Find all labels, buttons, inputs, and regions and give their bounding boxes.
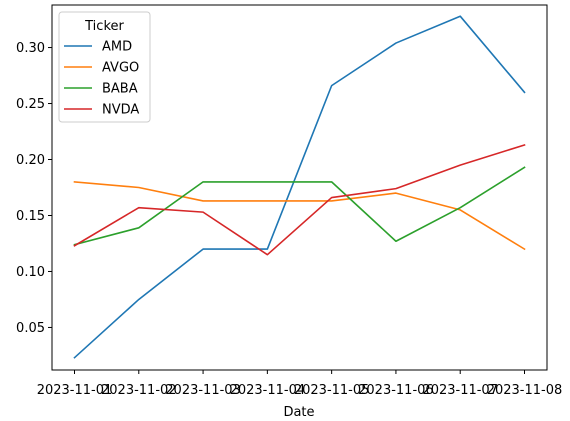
y-tick-label: 0.30 [16,41,45,56]
y-tick-label: 0.15 [16,209,45,224]
y-axis: 0.05 0.10 0.15 0.20 0.25 0.30 [16,41,52,336]
y-tick-label: 0.25 [16,97,45,112]
x-tick-label: 2023-11-06 [358,383,434,398]
x-axis-label: Date [283,405,314,420]
series-layer [73,15,526,359]
x-tick-label: 2023-11-07 [422,383,498,398]
legend: Ticker AMD AVGO BABA NVDA [58,11,151,123]
series-line-nvda [73,143,526,256]
x-tick-label: 2023-11-05 [294,383,370,398]
legend-label-nvda: NVDA [102,103,139,118]
x-tick-label: 2023-11-08 [487,383,563,398]
y-tick-label: 0.05 [16,321,45,336]
x-tick-label: 2023-11-03 [165,383,241,398]
legend-label-avgo: AVGO [102,61,139,76]
x-tick-label: 2023-11-04 [230,383,306,398]
series-line-baba [73,166,526,246]
y-tick-label: 0.10 [16,265,45,280]
legend-label-baba: BABA [102,82,138,97]
legend-label-amd: AMD [102,40,132,55]
plot-frame [51,4,548,371]
y-tick-label: 0.20 [16,153,45,168]
x-tick-label: 2023-11-02 [101,383,177,398]
x-axis: 2023-11-012023-11-022023-11-032023-11-04… [37,370,563,398]
series-line-avgo [73,181,526,251]
legend-title: Ticker [84,19,124,34]
legend-box [58,11,151,123]
series-line-amd [73,15,526,359]
x-tick-label: 2023-11-01 [37,383,113,398]
